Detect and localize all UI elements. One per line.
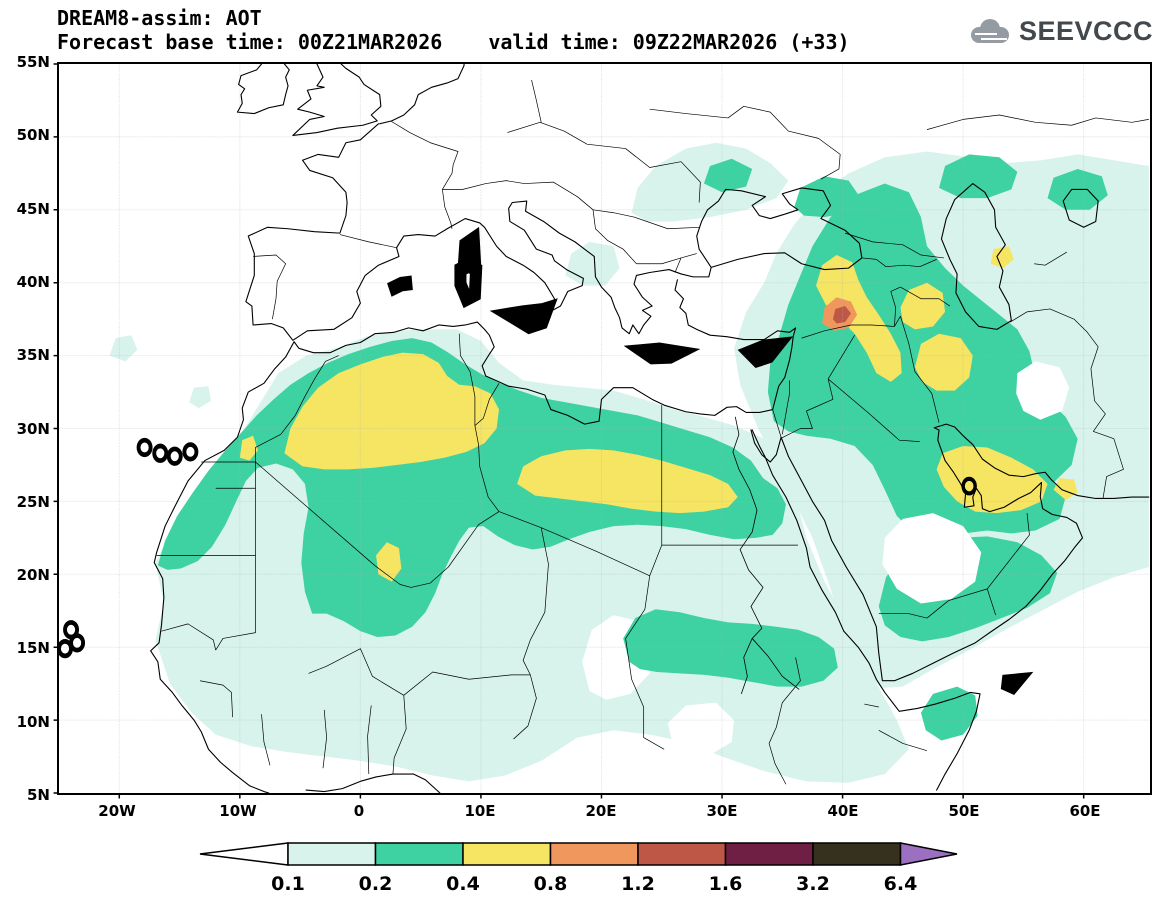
lon-label-40e: 40E [827,802,859,820]
lat-label-40n: 40N [16,273,50,291]
colorbar-label-3_2: 3.2 [796,873,830,895]
page-title: DREAM8-assim: AOT [57,6,262,30]
lon-label-30e: 30E [706,802,738,820]
colorbar-label-0_2: 0.2 [359,873,393,895]
nile-river [733,417,799,694]
colorbar-arrow-right [899,842,958,866]
colorbar-cell-0_1 [287,842,377,866]
lat-label-20n: 20N [16,566,50,584]
lon-label-20e: 20E [585,802,617,820]
colorbar-label-1_2: 1.2 [621,873,655,895]
lon-label-10w: 10W [219,802,257,820]
contour-level-1_2 [832,306,852,324]
lat-label-5n: 5N [27,786,50,804]
map-canvas [59,64,1150,793]
colorbar-label-0_1: 0.1 [271,873,305,895]
contour-holes-high [882,361,1070,604]
colorbar-label-6_4: 6.4 [884,873,918,895]
colorbar-cell-0_8 [549,842,639,866]
seevccc-logo: SEEVCCC [967,16,1153,47]
valid-time: valid time: 09Z22MAR2026 (+33) [488,30,850,54]
lat-label-15n: 15N [16,639,50,657]
lat-label-45n: 45N [16,200,50,218]
colorbar-cell-0_4 [462,842,552,866]
colorbar-label-1_6: 1.6 [709,873,743,895]
lat-label-30n: 30N [16,420,50,438]
lon-label-60e: 60E [1069,802,1101,820]
lat-label-35n: 35N [16,346,50,364]
subtitle: Forecast base time: 00Z21MAR2026 valid ti… [57,30,850,54]
lat-label-10n: 10N [16,713,50,731]
contour-level-0_4 [239,246,1078,582]
colorbar-cell-3_2 [812,842,902,866]
lat-label-25n: 25N [16,493,50,511]
colorbar-cell-1_2 [637,842,727,866]
lon-label-10e: 10E [464,802,496,820]
colorbar-legend: 0.1 0.2 0.4 0.8 1.2 1.6 3.2 6.4 [199,842,958,895]
colorbar-cell-0_2 [374,842,464,866]
forecast-base-time: Forecast base time: 00Z21MAR2026 [57,30,443,54]
colorbar-cell-1_6 [724,842,814,866]
brand-text: SEEVCCC [1018,16,1153,46]
cloud-icon [970,18,1009,43]
colorbar-label-0_4: 0.4 [446,873,480,895]
country-borders [157,80,1149,784]
lon-label-50e: 50E [948,802,980,820]
map-plot-area [57,62,1152,795]
islands [57,226,1034,696]
colorbar-label-0_8: 0.8 [534,873,568,895]
lon-label-0: 0 [353,802,365,820]
lat-label-50n: 50N [16,126,50,144]
coastlines [151,64,1149,793]
lon-label-20w: 20W [98,802,136,820]
axis-ticks [54,64,1084,799]
lat-label-55n: 55N [16,53,50,71]
colorbar-arrow-left [199,842,289,866]
